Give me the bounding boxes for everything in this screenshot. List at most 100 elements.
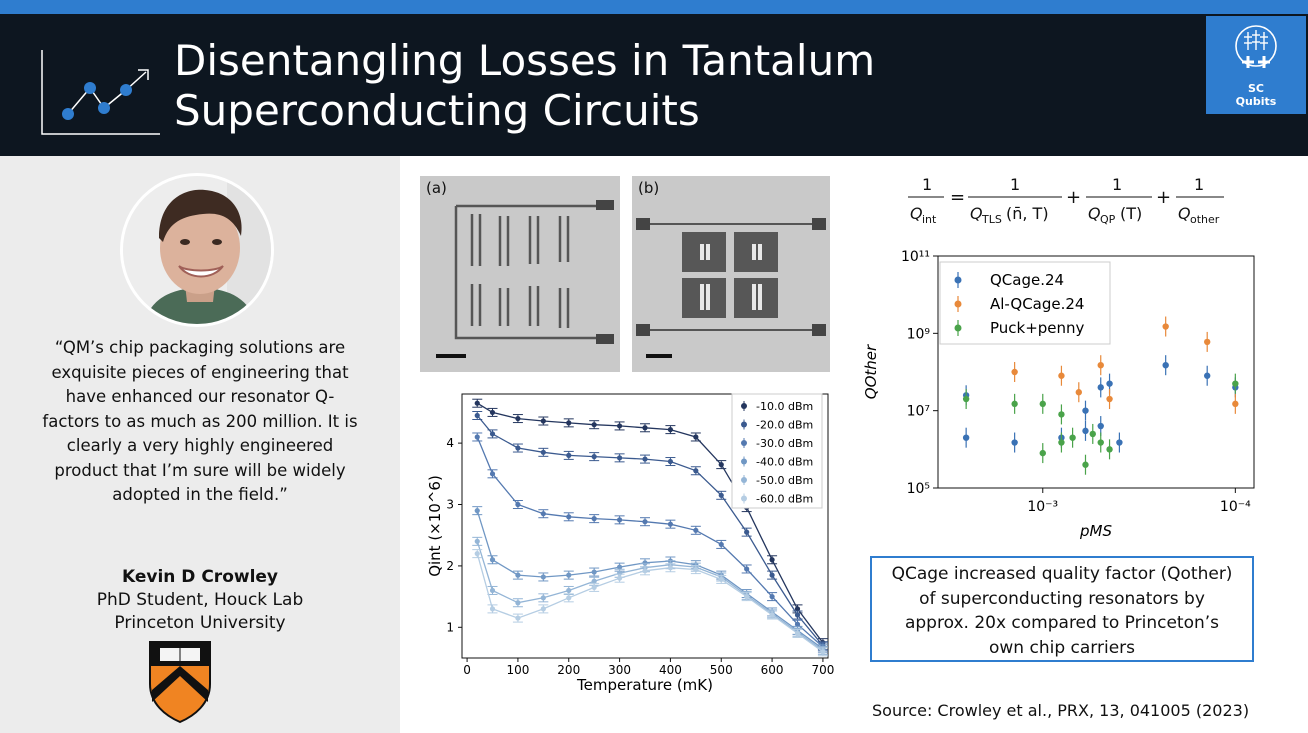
data-point [667, 565, 674, 571]
legend-label: Puck+penny [990, 319, 1085, 337]
data-point [515, 445, 521, 451]
data-point [515, 572, 521, 578]
data-point [718, 462, 724, 468]
x-axis-label: Temperature (mK) [576, 676, 713, 694]
x-axis-label: pMS [1079, 522, 1112, 540]
loss-formula: 1 Q int = 1 Q TLS (n̄, T) + 1 Q QP (T) +… [908, 175, 1224, 226]
data-point [1039, 400, 1046, 408]
y-tick-label: 10⁹ [907, 326, 931, 342]
svg-text:1: 1 [1194, 175, 1204, 194]
panel-a-label: (a) [426, 179, 447, 197]
y-tick-label: 10¹¹ [901, 249, 930, 265]
x-tick-label: 700 [811, 663, 834, 677]
x-tick-label: 600 [761, 663, 784, 677]
data-point [616, 455, 623, 461]
x-tick-label: 100 [506, 663, 529, 677]
svg-text:Q: Q [1178, 204, 1191, 223]
data-point [566, 572, 572, 578]
legend-box [731, 393, 823, 509]
data-point [962, 434, 970, 441]
header-banner: Disentangling Losses in Tantalum Superco… [0, 14, 1308, 156]
data-point [591, 454, 597, 460]
data-point [642, 425, 648, 431]
data-point [1011, 439, 1018, 446]
x-tick-label: 0 [463, 663, 471, 677]
y-tick-label: 1 [446, 620, 454, 634]
legend-box [939, 261, 1111, 345]
data-point [489, 409, 496, 416]
y-tick-label: 10⁷ [907, 404, 930, 420]
series-1 [1011, 316, 1239, 414]
data-point [566, 420, 572, 426]
figure-panel-a: (a) [420, 176, 620, 372]
data-point [566, 595, 572, 601]
x-tick-label: 300 [608, 663, 631, 677]
data-point [744, 594, 750, 600]
data-point [540, 595, 546, 601]
person-role: PhD Student, Houck Lab [96, 590, 304, 610]
legend-label: -50.0 dBm [756, 474, 813, 487]
data-point [616, 423, 623, 429]
person-photo [123, 176, 271, 324]
princeton-shield-icon [149, 641, 211, 724]
data-point [591, 578, 597, 584]
data-point [616, 564, 623, 570]
y-tick-label: 10⁵ [907, 481, 930, 497]
y-axis-label: QOther [862, 344, 880, 399]
sc-qubits-logo: SC Qubits [1206, 16, 1306, 114]
data-point [1203, 372, 1211, 379]
testimonial-panel: “QM’s chip packaging solutions are exqui… [0, 156, 400, 733]
legend-label: Al-QCage.24 [990, 295, 1084, 313]
data-point [515, 501, 521, 508]
svg-text:Q: Q [1088, 204, 1101, 223]
legend-marker-dot [954, 276, 962, 284]
data-point [667, 521, 674, 527]
data-point [667, 427, 674, 433]
data-point [1075, 389, 1082, 396]
legend-marker-dot [741, 421, 747, 428]
legend-label: -40.0 dBm [756, 456, 813, 469]
qother-scatter-chart: 10⁵ 10⁷ 10⁹ 10¹¹ 10⁻³ 10⁻⁴ pMS QOther QCage.24 Al… [862, 249, 1255, 540]
svg-text:(n̄, T): (n̄, T) [1006, 204, 1049, 223]
data-point [769, 594, 775, 600]
data-point [1106, 446, 1113, 453]
data-point [489, 471, 496, 477]
data-point [794, 621, 801, 627]
data-point [1097, 439, 1104, 446]
data-point [591, 422, 597, 428]
data-point [591, 516, 597, 522]
svg-text:other: other [1190, 213, 1220, 226]
slide-title: Disentangling Losses in Tantalum Superco… [174, 36, 1174, 136]
legend-marker-dot [741, 495, 747, 502]
data-point [515, 600, 521, 606]
data-point [1232, 400, 1239, 408]
data-point [1106, 395, 1113, 403]
series-2 [472, 432, 828, 652]
data-point [1116, 439, 1123, 446]
data-point [540, 606, 546, 612]
data-point [489, 606, 496, 612]
trend-chart-icon [41, 50, 160, 135]
data-point [667, 458, 674, 465]
data-point [794, 612, 801, 618]
data-point [1058, 439, 1065, 446]
data-point [540, 511, 546, 517]
svg-text:Q: Q [910, 204, 923, 223]
data-point [474, 400, 480, 406]
data-point [540, 574, 546, 580]
data-point [474, 538, 480, 544]
testimonial-quote: “QM’s chip packaging solutions are exqui… [42, 338, 358, 504]
data-point [642, 456, 648, 462]
legend-marker-dot [954, 324, 962, 332]
data-point [642, 519, 648, 525]
svg-text:+: + [1156, 187, 1171, 208]
data-point [794, 606, 801, 612]
data-point [566, 452, 572, 458]
y-tick-label: 4 [446, 436, 454, 450]
title-line-2: Superconducting Circuits [174, 86, 700, 135]
x-tick-label: 500 [710, 663, 733, 677]
data-point [718, 576, 724, 583]
data-point [1011, 400, 1018, 408]
data-point [1097, 361, 1104, 369]
data-point [591, 569, 597, 575]
